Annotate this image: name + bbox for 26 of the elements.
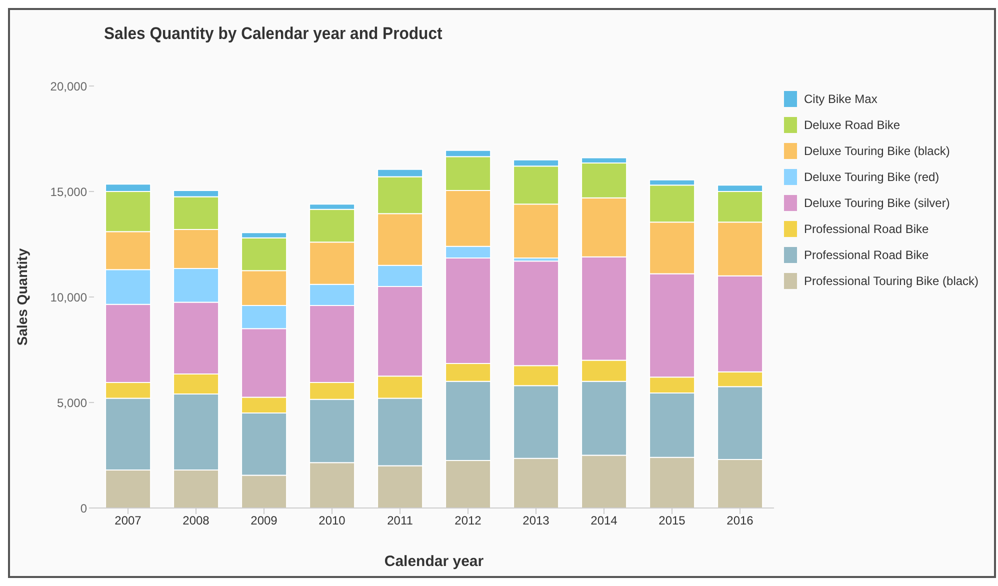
legend-label: City Bike Max xyxy=(804,92,878,106)
chart-title: Sales Quantity by Calendar year and Product xyxy=(104,24,442,44)
x-tick-label: 2009 xyxy=(250,514,278,528)
y-axis-title: Sales Quantity xyxy=(14,248,30,346)
legend-label: Deluxe Touring Bike (silver) xyxy=(804,196,950,210)
x-tick-label: 2012 xyxy=(454,514,482,528)
x-tick-label: 2016 xyxy=(726,514,754,528)
y-tick-label: 5,000 xyxy=(56,396,88,410)
x-tick-label: 2013 xyxy=(522,514,550,528)
legend-label: Professional Touring Bike (black) xyxy=(804,274,979,288)
x-tick-label: 2014 xyxy=(590,514,618,528)
legend-label: Professional Road Bike xyxy=(804,222,929,236)
y-tick-label: 20,000 xyxy=(50,79,88,94)
x-tick-label: 2007 xyxy=(114,514,142,528)
x-axis-title: Calendar year xyxy=(384,553,484,570)
x-tick-label: 2015 xyxy=(658,514,686,528)
x-tick-label: 2011 xyxy=(387,514,414,528)
y-tick-label: 0 xyxy=(80,501,88,516)
y-tick-label: 10,000 xyxy=(50,290,88,304)
legend-label: Deluxe Touring Bike (black) xyxy=(804,144,950,158)
legend-label: Deluxe Touring Bike (red) xyxy=(804,170,940,184)
legend-label: Deluxe Road Bike xyxy=(804,118,900,132)
y-tick-label: 15,000 xyxy=(50,184,88,199)
x-tick-label: 2010 xyxy=(318,514,346,528)
legend-label: Professional Road Bike xyxy=(804,248,929,262)
x-tick-label: 2008 xyxy=(182,514,210,528)
